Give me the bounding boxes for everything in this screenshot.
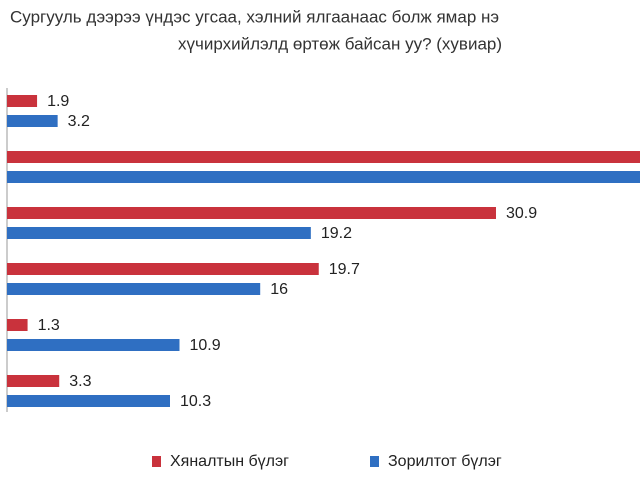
legend-swatch <box>370 456 379 467</box>
bar <box>7 171 640 183</box>
legend-label: Хяналтын бүлэг <box>170 453 289 470</box>
legend-label: Зорилтот бүлэг <box>388 453 502 470</box>
value-label: 3.3 <box>69 373 91 390</box>
bar <box>7 339 180 351</box>
chart-title: Сургууль дээрээ үндэс угсаа, хэлний ялга… <box>10 7 499 26</box>
value-label: 19.2 <box>321 225 352 242</box>
bar <box>7 395 170 407</box>
legend-swatch <box>152 456 161 467</box>
value-label: 10.3 <box>180 393 211 410</box>
bar <box>7 227 311 239</box>
bar <box>7 319 28 331</box>
bar <box>7 283 261 295</box>
bar <box>7 263 319 275</box>
bar <box>7 95 38 107</box>
bar <box>7 115 58 127</box>
value-label: 1.9 <box>47 93 69 110</box>
value-label: 3.2 <box>68 113 90 130</box>
value-label: 1.3 <box>38 317 60 334</box>
bar <box>7 207 496 219</box>
chart-subtitle: хүчирхийлэлд өртөж байсан уу? (хувиар) <box>178 34 502 53</box>
bar <box>7 151 640 163</box>
value-label: 10.9 <box>189 337 220 354</box>
value-label: 16 <box>270 281 288 298</box>
value-label: 30.9 <box>506 205 537 222</box>
bar <box>7 375 60 387</box>
value-label: 19.7 <box>329 261 360 278</box>
